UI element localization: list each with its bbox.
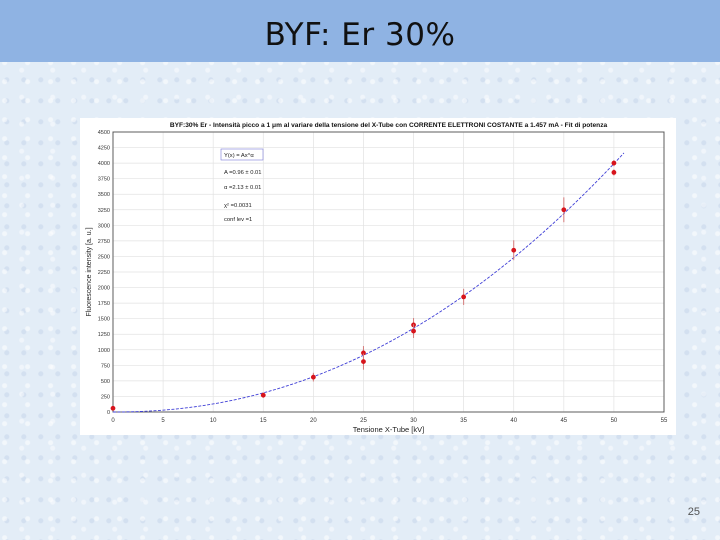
x-tick-label-4: 20 [310, 418, 317, 424]
data-point-9 [561, 207, 567, 213]
data-point-2 [310, 374, 316, 380]
x-tick-label-5: 25 [360, 418, 367, 424]
legend-line-0: Y(x) = Ax^α [224, 153, 254, 159]
y-tick-label-11: 2750 [98, 239, 110, 245]
x-tick-label-11: 55 [661, 418, 668, 424]
y-tick-label-1: 250 [101, 394, 110, 400]
y-tick-label-0: 0 [107, 410, 110, 416]
data-point-7 [461, 294, 467, 300]
x-tick-label-6: 30 [410, 418, 417, 424]
title-bar [0, 0, 720, 62]
plot-border [112, 131, 665, 413]
y-tick-label-9: 2250 [98, 270, 110, 276]
data-point-6 [411, 328, 416, 334]
x-tick-label-9: 45 [560, 418, 567, 424]
y-tick-label-8: 2000 [98, 286, 110, 292]
data-point-11 [611, 170, 617, 175]
y-tick-label-7: 1750 [98, 301, 110, 307]
x-tick-label-3: 15 [260, 418, 267, 424]
y-tick-label-12: 3000 [98, 223, 110, 229]
x-tick-label-2: 10 [210, 418, 217, 424]
y-tick-label-17: 4250 [98, 146, 110, 152]
data-point-0 [110, 405, 116, 411]
legend-line-3: χ² =0.0031 [224, 203, 252, 209]
legend-line-4: conf lev =1 [224, 217, 252, 223]
y-axis-label: Fluorescence intensity [a. u.] [86, 227, 93, 316]
y-tick-label-4: 1000 [98, 348, 110, 354]
y-tick-label-6: 1500 [98, 317, 110, 323]
legend-line-1: A =0.96 ± 0.01 [224, 170, 262, 176]
data-point-3 [361, 350, 366, 356]
y-tick-label-18: 4500 [98, 130, 110, 136]
y-tick-label-13: 3250 [98, 208, 110, 214]
data-point-8 [511, 247, 517, 253]
x-tick-label-8: 40 [510, 418, 517, 424]
y-tick-label-5: 1250 [98, 332, 110, 338]
y-tick-label-16: 4000 [98, 161, 110, 167]
y-tick-label-2: 500 [101, 379, 110, 385]
legend-line-2: α =2.13 ± 0.01 [224, 185, 261, 191]
legend-box [220, 148, 264, 161]
x-tick-label-7: 35 [460, 418, 467, 424]
data-point-10 [611, 160, 617, 166]
page-number: 25 [687, 506, 700, 518]
x-tick-label-10: 50 [611, 418, 618, 424]
y-tick-label-3: 750 [101, 363, 110, 369]
x-tick-label-0: 0 [111, 418, 115, 424]
x-axis-label: Tensione X-Tube [kV] [353, 425, 424, 434]
chart-frame: 0 5 10 15 20 25 30 35 40 45 50 55 0 250 500 750 1000 1250… [80, 118, 676, 435]
chart-title: BYF:30% Er - Intensità picco a 1 μm al v… [170, 122, 608, 129]
y-tick-label-14: 3500 [98, 192, 110, 198]
slide-title: BYF: Er 30% [264, 17, 456, 53]
data-point-4 [361, 359, 366, 364]
y-tick-label-15: 3750 [98, 177, 110, 183]
chart: 0 5 10 15 20 25 30 35 40 45 50 55 0 250 500 750 1000 1250… [86, 122, 668, 434]
data-point-1 [260, 392, 266, 398]
y-tick-label-10: 2500 [98, 254, 110, 260]
x-tick-label-1: 5 [161, 418, 165, 424]
